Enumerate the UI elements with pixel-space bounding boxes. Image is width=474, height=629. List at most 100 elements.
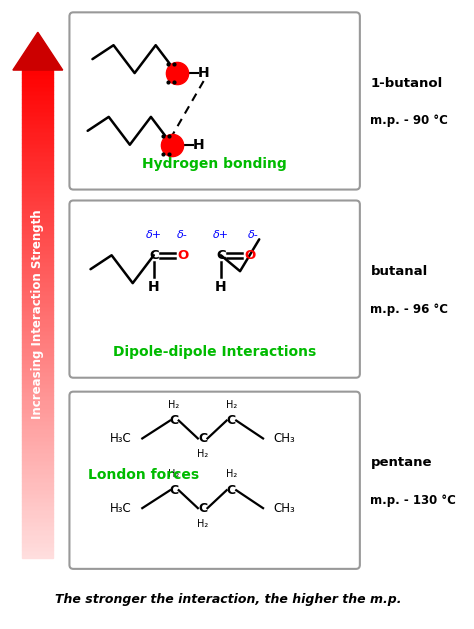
Bar bbox=[22, 221, 53, 225]
Bar bbox=[22, 115, 53, 119]
Bar bbox=[22, 371, 53, 375]
Bar bbox=[22, 399, 53, 403]
Text: The stronger the interaction, the higher the m.p.: The stronger the interaction, the higher… bbox=[55, 593, 402, 606]
Bar bbox=[22, 355, 53, 359]
Bar bbox=[22, 107, 53, 111]
Text: H₂: H₂ bbox=[226, 399, 237, 409]
Bar bbox=[22, 233, 53, 237]
Text: 1-butanol: 1-butanol bbox=[370, 77, 443, 89]
Bar bbox=[22, 444, 53, 448]
Bar bbox=[22, 135, 53, 139]
Bar bbox=[22, 420, 53, 424]
Text: O: O bbox=[177, 248, 188, 262]
Text: butanal: butanal bbox=[370, 265, 428, 277]
Bar bbox=[22, 314, 53, 318]
Text: H₃C: H₃C bbox=[110, 432, 132, 445]
Text: H: H bbox=[193, 138, 205, 152]
Text: Dipole-dipole Interactions: Dipole-dipole Interactions bbox=[113, 345, 316, 359]
Bar bbox=[22, 342, 53, 347]
Bar bbox=[22, 204, 53, 208]
Bar bbox=[22, 432, 53, 436]
Bar bbox=[22, 99, 53, 103]
Text: C: C bbox=[198, 432, 207, 445]
Bar bbox=[22, 164, 53, 168]
Text: C: C bbox=[198, 502, 207, 515]
Bar bbox=[22, 94, 53, 99]
FancyBboxPatch shape bbox=[70, 201, 360, 378]
Text: CH₃: CH₃ bbox=[273, 502, 295, 515]
Bar bbox=[22, 497, 53, 501]
Bar bbox=[22, 521, 53, 525]
Bar bbox=[22, 501, 53, 505]
Text: C: C bbox=[216, 248, 226, 262]
Bar bbox=[22, 338, 53, 342]
Bar bbox=[22, 261, 53, 265]
Text: δ-: δ- bbox=[248, 230, 259, 240]
Bar bbox=[22, 448, 53, 452]
Bar bbox=[22, 477, 53, 481]
Bar bbox=[22, 347, 53, 350]
Bar bbox=[22, 184, 53, 188]
Bar bbox=[22, 489, 53, 493]
Bar bbox=[22, 533, 53, 538]
Bar bbox=[22, 550, 53, 554]
Bar bbox=[22, 257, 53, 261]
Bar bbox=[22, 395, 53, 399]
Text: H₂: H₂ bbox=[168, 469, 180, 479]
Bar bbox=[22, 546, 53, 550]
Bar bbox=[22, 245, 53, 249]
Bar bbox=[22, 175, 53, 180]
Bar bbox=[22, 131, 53, 135]
Bar bbox=[22, 383, 53, 387]
Bar bbox=[22, 70, 53, 74]
Text: δ+: δ+ bbox=[213, 230, 229, 240]
Bar bbox=[22, 359, 53, 363]
Text: Increasing Interaction Strength: Increasing Interaction Strength bbox=[31, 209, 44, 419]
Bar bbox=[22, 208, 53, 213]
Bar bbox=[22, 119, 53, 123]
Bar bbox=[22, 152, 53, 155]
Bar bbox=[22, 269, 53, 274]
FancyBboxPatch shape bbox=[70, 13, 360, 189]
Polygon shape bbox=[13, 32, 63, 70]
Bar bbox=[22, 91, 53, 94]
Text: H₂: H₂ bbox=[226, 469, 237, 479]
Bar bbox=[22, 160, 53, 164]
Text: Hydrogen bonding: Hydrogen bonding bbox=[142, 157, 287, 170]
Bar bbox=[22, 452, 53, 456]
Text: H: H bbox=[148, 280, 160, 294]
Text: m.p. - 90 °C: m.p. - 90 °C bbox=[370, 114, 448, 127]
Bar bbox=[22, 509, 53, 513]
Bar bbox=[22, 168, 53, 172]
Text: H: H bbox=[215, 280, 227, 294]
Bar bbox=[22, 464, 53, 469]
Bar bbox=[22, 188, 53, 192]
Bar bbox=[22, 367, 53, 371]
Bar bbox=[22, 74, 53, 78]
Text: C: C bbox=[227, 414, 236, 427]
Bar bbox=[22, 428, 53, 432]
Bar bbox=[22, 286, 53, 289]
Text: CH₃: CH₃ bbox=[273, 432, 295, 445]
Bar bbox=[22, 525, 53, 530]
Bar bbox=[22, 302, 53, 306]
Bar bbox=[22, 538, 53, 542]
Bar bbox=[22, 298, 53, 302]
Bar bbox=[22, 274, 53, 277]
Bar bbox=[22, 265, 53, 269]
Bar bbox=[22, 335, 53, 338]
Bar bbox=[22, 237, 53, 241]
Text: m.p. - 96 °C: m.p. - 96 °C bbox=[370, 303, 448, 316]
Text: C: C bbox=[169, 484, 179, 497]
Bar bbox=[22, 82, 53, 86]
Bar bbox=[22, 505, 53, 509]
Bar bbox=[22, 277, 53, 282]
Bar bbox=[22, 139, 53, 143]
Bar bbox=[22, 103, 53, 107]
Bar bbox=[22, 196, 53, 200]
Text: O: O bbox=[167, 138, 177, 151]
Bar bbox=[22, 517, 53, 521]
Text: C: C bbox=[149, 248, 159, 262]
Bar bbox=[22, 440, 53, 444]
Bar bbox=[22, 310, 53, 314]
